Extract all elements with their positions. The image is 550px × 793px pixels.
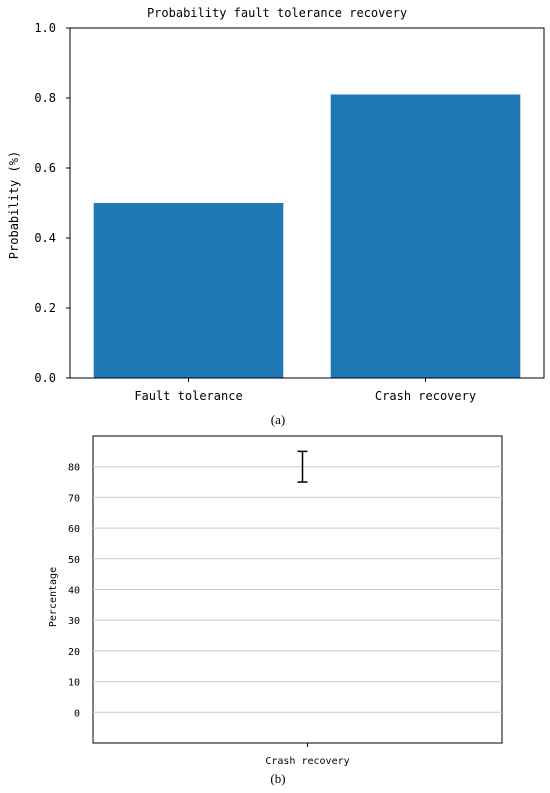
chart-b-y-tick-label: 40: [68, 586, 80, 597]
chart-b-y-tick-label: 60: [68, 524, 80, 535]
chart-b-y-tick-label: 0: [74, 708, 80, 719]
chart-b-y-ticks: 0 10 20 30 40 50 60 70 80: [68, 463, 80, 720]
chart-b-y-tick-label: 20: [68, 647, 80, 658]
chart-a: Probability fault tolerance recovery Pro…: [7, 6, 545, 427]
chart-b-error-bars: [297, 450, 308, 483]
chart-a-y-tick-label: 0.2: [34, 301, 56, 315]
chart-b-y-tick-label: 70: [68, 493, 80, 504]
chart-a-title: Probability fault tolerance recovery: [147, 6, 407, 20]
chart-b-x-tick-label: Crash recovery: [265, 756, 349, 767]
chart-a-y-tick-label: 1.0: [34, 21, 56, 35]
chart-a-x-tick-label: Crash recovery: [375, 389, 476, 403]
chart-a-y-tick-label: 0.4: [34, 231, 56, 245]
chart-a-bars: [93, 94, 521, 378]
chart-a-bar: [93, 203, 284, 378]
chart-a-y-tick-label: 0.6: [34, 161, 56, 175]
chart-b-y-tick-label: 30: [68, 616, 80, 627]
chart-a-y-tick-label: 0.8: [34, 91, 56, 105]
chart-b-caption: (b): [270, 771, 285, 786]
chart-a-caption: (a): [271, 412, 285, 427]
chart-b: Percentage 0 10 20 30 40 50 60 70 80 Crash recov…: [48, 435, 503, 786]
chart-a-y-tick-label: 0.0: [34, 371, 56, 385]
chart-b-x-ticks: Crash recovery: [265, 743, 350, 767]
chart-a-y-axis-label: Probability (%): [7, 151, 21, 259]
chart-b-y-tick-label: 80: [68, 463, 80, 474]
chart-a-plot-frame: [69, 27, 545, 379]
chart-a-y-ticks: 0.0 0.2 0.4 0.6 0.8 1.0: [34, 21, 70, 385]
chart-b-gridlines: [93, 466, 502, 713]
chart-a-bar: [330, 94, 521, 378]
chart-b-y-axis-label: Percentage: [48, 567, 59, 627]
chart-b-y-tick-label: 50: [68, 555, 80, 566]
chart-b-y-tick-label: 10: [68, 678, 80, 689]
chart-a-x-ticks: Fault tolerance Crash recovery: [134, 378, 476, 403]
chart-a-x-tick-label: Fault tolerance: [134, 389, 242, 403]
